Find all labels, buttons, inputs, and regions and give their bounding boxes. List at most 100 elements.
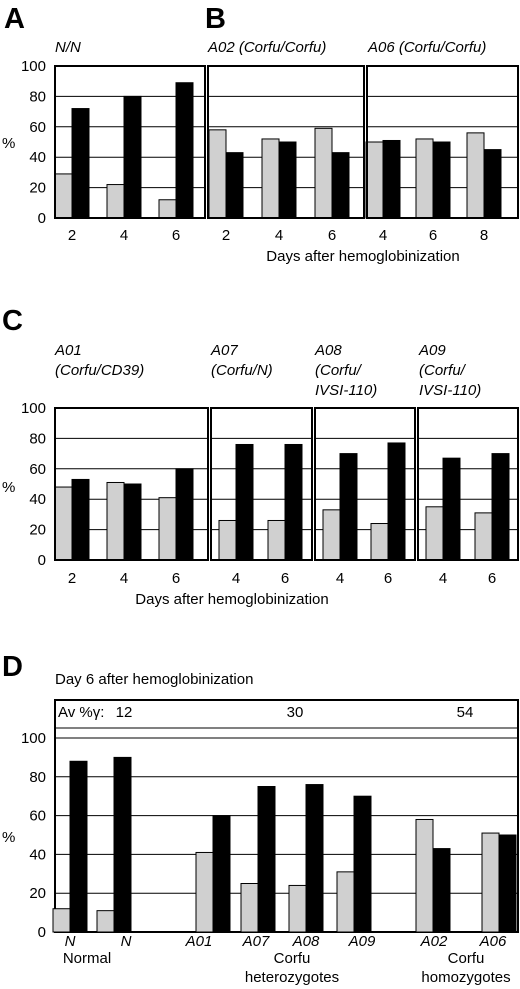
panel-c-box1-bar-black-3 — [175, 468, 194, 561]
panel-d-plot: 0 20 40 60 80 100 N N A01 A07 A08 A09 A02 A06 — [21, 699, 519, 950]
panel-b-box1-xtick-3: 6 — [328, 227, 336, 244]
panel-c-title-a08-line3: IVSI-110) — [315, 382, 377, 399]
panel-label-d: D — [2, 651, 23, 683]
panel-d-group-homozygotes-line1: Corfu — [448, 950, 485, 967]
panel-label-c: C — [2, 305, 23, 337]
panel-a-bar-black-2 — [123, 95, 142, 219]
panel-b-box1-bar-gray-1 — [208, 129, 227, 219]
panel-b-box2-bar-gray-2 — [415, 138, 434, 219]
panel-d-av-heterozygotes: 30 — [287, 704, 304, 721]
panel-c-box2-xtick-1: 4 — [232, 570, 240, 587]
panel-d-ytick-0: 0 — [38, 924, 46, 941]
panel-c-box4-bar-gray-1 — [425, 506, 444, 561]
panel-a-ytick-100: 100 — [21, 58, 46, 75]
panel-c-box3-bar-black-2 — [387, 442, 406, 561]
panel-c-box4-frame — [417, 407, 519, 561]
panel-a-xtick-2: 4 — [120, 227, 128, 244]
panel-b-title-a02: A02 (Corfu/Corfu) — [207, 39, 326, 56]
panel-d-xtick-7: A02 — [420, 933, 448, 950]
panel-b-box1-bar-gray-3 — [314, 127, 333, 219]
panel-c-box1-bar-gray-3 — [158, 497, 177, 561]
panel-b-box2-bar-gray-1 — [365, 141, 384, 219]
panel-c-ytick-20: 20 — [29, 522, 46, 539]
panel-d-bar-gray-2 — [96, 910, 115, 933]
panel-c-box1-frame — [54, 407, 209, 561]
panel-a-bar-gray-1 — [54, 173, 73, 219]
panel-d-bar-gray-4 — [240, 883, 259, 933]
panel-b-box2-bar-black-1 — [382, 139, 401, 219]
panel-d-bar-black-2 — [113, 756, 132, 933]
panel-c-box1-xtick-3: 6 — [172, 570, 180, 587]
panel-b-plot: 2 4 6 4 6 8 — [207, 65, 519, 244]
panel-d-group-heterozygotes-line1: Corfu — [274, 950, 311, 967]
panel-a-ytick-60: 60 — [29, 119, 46, 136]
panel-d-bar-gray-3 — [195, 851, 214, 933]
panel-d-group-normal-line1: Normal — [63, 950, 111, 967]
panel-d-bar-black-8 — [498, 834, 517, 933]
panel-c-title-a09-line3: IVSI-110) — [419, 382, 481, 399]
panel-d-ylabel: % — [2, 829, 15, 846]
panel-d-ytick-40: 40 — [29, 846, 46, 863]
panel-b-box1-bar-gray-2 — [261, 138, 280, 219]
panel-d-bar-gray-8 — [481, 832, 500, 933]
panel-c-ytick-100: 100 — [21, 400, 46, 417]
panel-b-box1-xtick-1: 2 — [222, 227, 230, 244]
panel-b-box2-xtick-2: 6 — [429, 227, 437, 244]
panel-b-box2-xtick-1: 4 — [379, 227, 387, 244]
panel-c-box2-frame — [210, 407, 313, 561]
panel-d-ytick-80: 80 — [29, 769, 46, 786]
panel-d-title: Day 6 after hemoglobinization — [55, 671, 253, 688]
panel-d-bar-black-6 — [353, 795, 372, 933]
panel-a-bar-black-1 — [71, 108, 90, 219]
panel-b-box2-frame — [366, 65, 519, 219]
panel-label-b: B — [205, 3, 226, 35]
panel-b-box2-xtick-3: 8 — [480, 227, 488, 244]
panel-d-ytick-20: 20 — [29, 885, 46, 902]
panel-c-box4-xtick-2: 6 — [488, 570, 496, 587]
panel-c-box2-bar-black-1 — [235, 443, 254, 561]
panel-d-bar-gray-5 — [288, 884, 307, 933]
panel-c-box1-bar-black-1 — [71, 478, 90, 561]
panel-a-bar-gray-3 — [158, 199, 177, 219]
panel-c-box1-bar-gray-2 — [106, 481, 125, 561]
panel-c-box4-bar-black-2 — [491, 453, 510, 561]
panel-d-group-heterozygotes-line2: heterozygotes — [245, 969, 339, 986]
panel-c-title-a01-line2: (Corfu/CD39) — [55, 362, 144, 379]
panel-d-xtick-5: A08 — [292, 933, 320, 950]
panel-c-title-a01-line1: A01 — [54, 342, 82, 359]
panel-b-box1-xtick-2: 4 — [275, 227, 283, 244]
panel-a-title: N/N — [55, 39, 81, 56]
panel-d-av-label: Av %γ: — [58, 704, 104, 721]
panel-b-box2-bar-black-3 — [483, 149, 502, 219]
panel-d-bar-black-4 — [257, 786, 276, 933]
panel-d-bar-gray-7 — [415, 818, 434, 933]
panel-b-xlabel: Days after hemoglobinization — [266, 248, 459, 265]
panel-c-box3-xtick-2: 6 — [384, 570, 392, 587]
panel-c-title-a09-line2: (Corfu/ — [419, 362, 467, 379]
panel-c-box1-xtick-1: 2 — [68, 570, 76, 587]
panel-c-box2-bar-black-2 — [284, 443, 303, 561]
panel-c-box3-bar-gray-2 — [370, 523, 389, 561]
panel-c-title-a08: A08 (Corfu/ IVSI-110) — [314, 342, 377, 399]
panel-c-box3-frame — [314, 407, 416, 561]
panel-d-bar-black-3 — [212, 815, 231, 933]
panel-d-bar-black-7 — [432, 848, 451, 933]
panel-c-ytick-0: 0 — [38, 552, 46, 569]
panel-b-box1-bar-black-3 — [331, 152, 350, 219]
panel-c-title-a07-line2: (Corfu/N) — [211, 362, 273, 379]
panel-d-group-heterozygotes: Corfu heterozygotes — [245, 950, 339, 986]
panel-c-ytick-60: 60 — [29, 461, 46, 478]
panel-b-title-a06: A06 (Corfu/Corfu) — [367, 39, 486, 56]
panel-c-ylabel: % — [2, 479, 15, 496]
panel-c-box2-bar-gray-1 — [218, 519, 237, 561]
panel-c-xlabel: Days after hemoglobinization — [135, 591, 328, 608]
panel-a-xtick-1: 2 — [68, 227, 76, 244]
panel-d-bar-black-1 — [69, 760, 88, 933]
panel-c-box3-xtick-1: 4 — [336, 570, 344, 587]
panel-c-title-a07: A07 (Corfu/N) — [210, 342, 273, 379]
panel-b-box1-bar-black-1 — [225, 152, 244, 219]
panel-d-xtick-6: A09 — [348, 933, 376, 950]
panel-c-box1-xtick-2: 4 — [120, 570, 128, 587]
panel-c-box4-bar-gray-2 — [474, 512, 493, 561]
panel-c-title-a08-line1: A08 — [314, 342, 342, 359]
